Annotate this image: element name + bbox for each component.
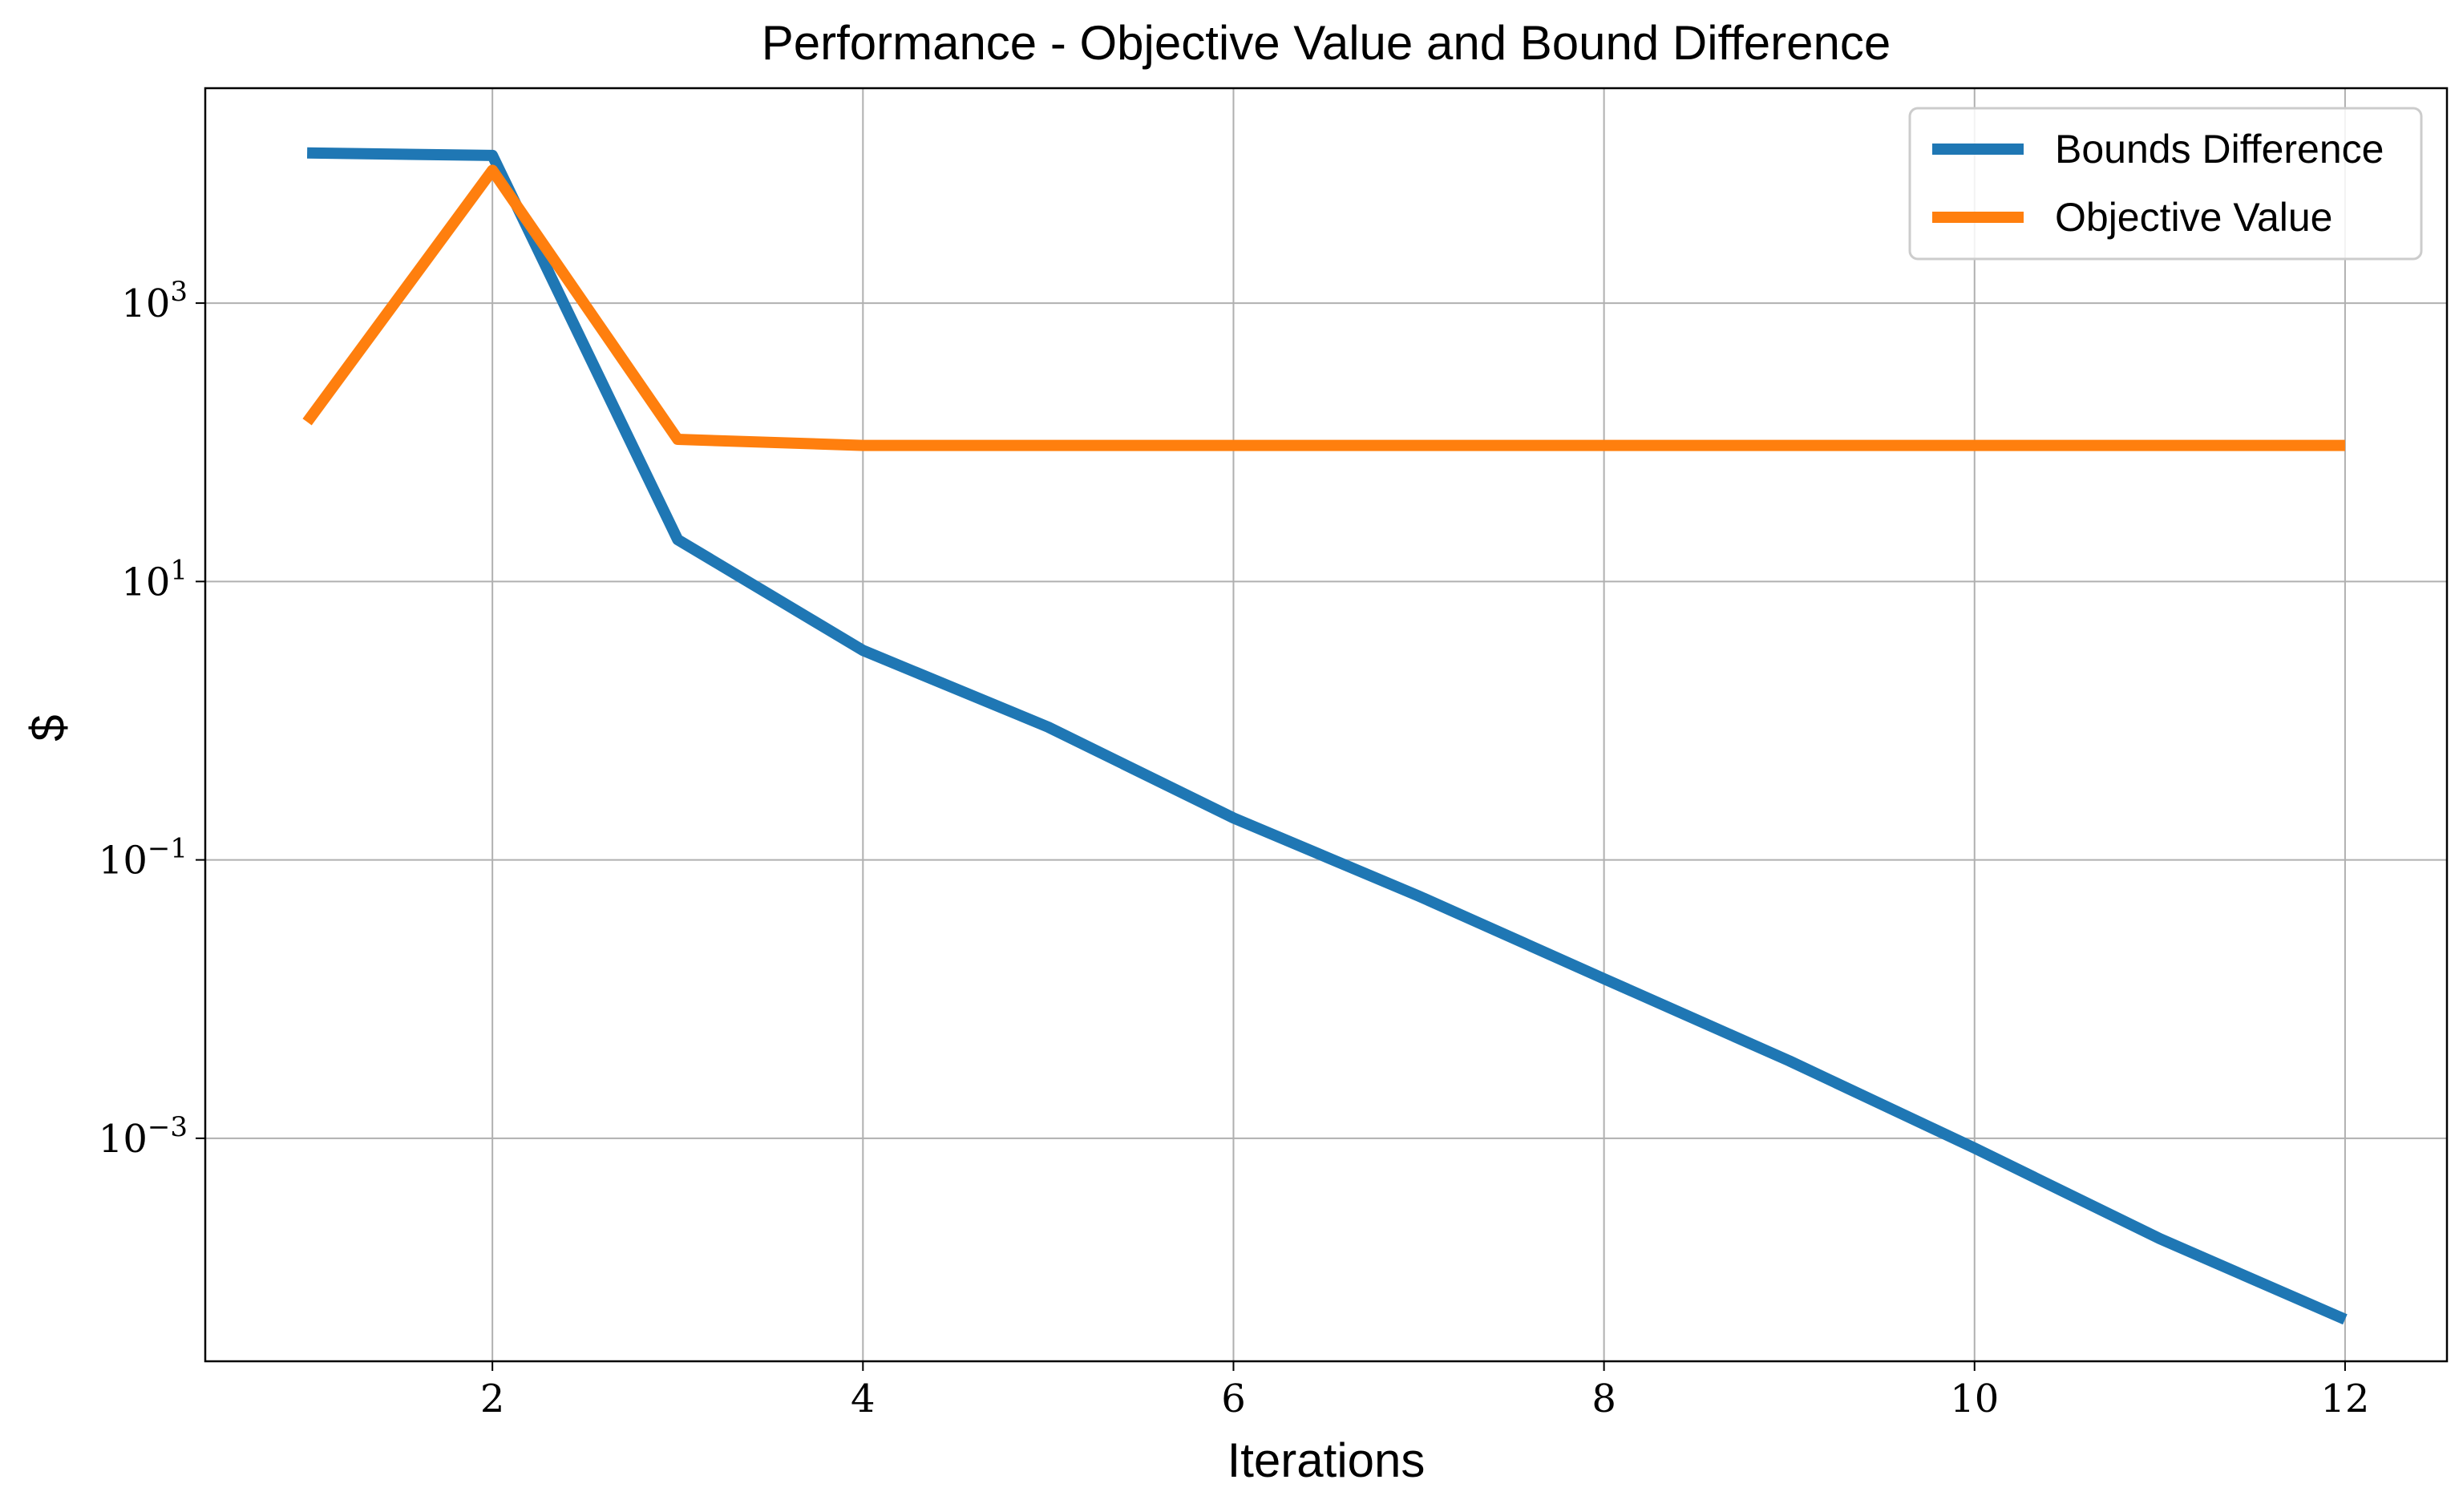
series-line-bounds-difference	[306, 147, 2348, 1325]
y-tick-label: 10−1	[99, 833, 188, 883]
legend-frame	[1908, 107, 2423, 261]
x-tick-label: 4	[851, 1377, 876, 1421]
plot-frame	[204, 87, 2449, 1363]
axis-ticks: 2 4 6 8 10 12 103 101 10−1 10−3	[99, 276, 2370, 1421]
x-axis-label: Iterations	[1227, 1433, 1426, 1487]
series-line-objective-value	[302, 164, 2345, 451]
legend-label-objective-value: Objective Value	[2055, 195, 2332, 240]
legend-label-bounds-difference: Bounds Difference	[2055, 127, 2384, 172]
y-axis-label: $	[21, 714, 75, 741]
x-tick-label: 6	[1221, 1377, 1246, 1421]
y-tick-label: 103	[121, 276, 188, 326]
x-tick-label: 2	[480, 1377, 505, 1421]
gridlines	[205, 88, 2447, 1361]
x-tick-label: 10	[1950, 1377, 1999, 1421]
legend: Bounds Difference Objective Value	[1908, 107, 2423, 261]
series-lines	[302, 147, 2348, 1325]
y-tick-label: 10−3	[99, 1111, 188, 1162]
y-tick-label: 101	[121, 554, 188, 604]
chart-title: Performance - Objective Value and Bound …	[762, 16, 1891, 70]
x-tick-label: 8	[1591, 1377, 1616, 1421]
x-tick-label: 12	[2320, 1377, 2369, 1421]
